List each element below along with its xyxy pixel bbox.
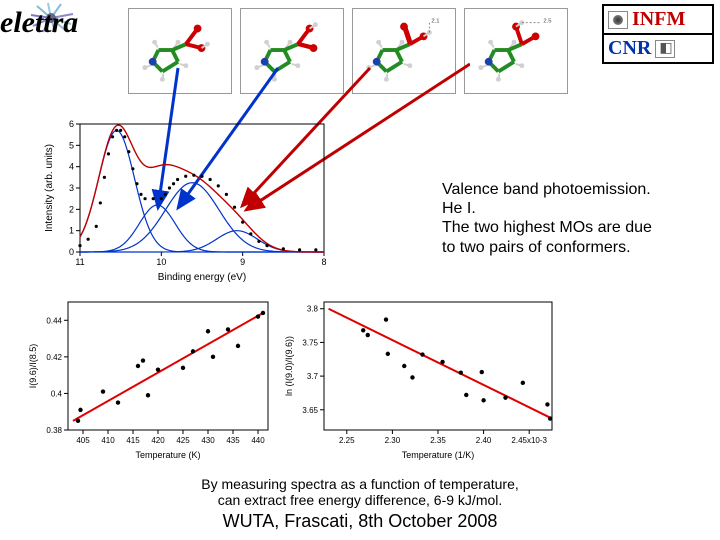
svg-text:Intensity (arb. units): Intensity (arb. units) bbox=[44, 144, 55, 232]
valence-line2: He I. bbox=[442, 199, 652, 218]
wuta-line: WUTA, Frascati, 8th October 2008 bbox=[0, 511, 720, 532]
svg-text:0: 0 bbox=[69, 247, 74, 257]
svg-text:410: 410 bbox=[101, 436, 115, 445]
conformer-row: 2.1 2.5 bbox=[128, 8, 568, 94]
valence-line4: to two pairs of conformers. bbox=[442, 238, 652, 257]
svg-text:Temperature (1/K): Temperature (1/K) bbox=[402, 450, 475, 460]
svg-text:I(9.6)/I(8.5): I(9.6)/I(8.5) bbox=[28, 344, 38, 389]
conformer-4: 2.5 bbox=[464, 8, 568, 94]
footer-caption: By measuring spectra as a function of te… bbox=[0, 476, 720, 508]
ratio-vs-temp-chart: 405 410 415 420 425 430 435 440 0.38 0.4 0.42 0.44 T… bbox=[26, 296, 274, 460]
photoemission-chart: 11 10 9 8 0 1 2 3 4 5 6 Binding energy (eV) Intensit… bbox=[42, 118, 330, 282]
wuta-text: WUTA, Frascati, 8th October 2008 bbox=[223, 511, 498, 531]
valence-line3: The two highest MOs are due bbox=[442, 218, 652, 237]
svg-text:440: 440 bbox=[251, 436, 265, 445]
svg-text:3: 3 bbox=[69, 183, 74, 193]
svg-text:2.30: 2.30 bbox=[385, 436, 401, 445]
svg-text:425: 425 bbox=[176, 436, 190, 445]
svg-text:6: 6 bbox=[69, 119, 74, 129]
svg-text:10: 10 bbox=[156, 257, 166, 267]
cnr-icon bbox=[655, 40, 675, 58]
conformer-1 bbox=[128, 8, 232, 94]
svg-text:11: 11 bbox=[75, 257, 84, 267]
conformer-2 bbox=[240, 8, 344, 94]
svg-text:Temperature (K): Temperature (K) bbox=[135, 450, 200, 460]
valence-line1: Valence band photoemission. bbox=[442, 180, 652, 199]
svg-text:8: 8 bbox=[321, 257, 326, 267]
svg-text:0.4: 0.4 bbox=[51, 389, 63, 398]
svg-text:1: 1 bbox=[69, 226, 74, 236]
ln-ratio-vs-invtemp-chart: 2.25 2.30 2.35 2.40 2.45x10-3 3.65 3.7 3.75 3.8 T… bbox=[282, 296, 558, 460]
cnr-label: CNR bbox=[608, 37, 651, 60]
elettra-logo: elettra bbox=[0, 6, 78, 40]
svg-text:ln (I(9.0)/I(9.6)): ln (I(9.0)/I(9.6)) bbox=[284, 336, 294, 396]
svg-text:0.42: 0.42 bbox=[46, 353, 62, 362]
affiliation-box: INFM CNR bbox=[602, 4, 714, 64]
svg-text:2.45x10-3: 2.45x10-3 bbox=[511, 436, 547, 445]
svg-text:0.44: 0.44 bbox=[46, 316, 62, 325]
infm-icon bbox=[608, 11, 628, 29]
svg-text:3.75: 3.75 bbox=[302, 338, 318, 347]
svg-text:3.8: 3.8 bbox=[307, 305, 319, 314]
svg-text:3.7: 3.7 bbox=[307, 372, 319, 381]
footer-line1: By measuring spectra as a function of te… bbox=[201, 476, 519, 492]
footer-line2: can extract free energy difference, 6-9 … bbox=[218, 492, 503, 508]
svg-text:2.35: 2.35 bbox=[430, 436, 446, 445]
infm-label: INFM bbox=[632, 8, 685, 31]
svg-text:9: 9 bbox=[240, 257, 245, 267]
svg-text:435: 435 bbox=[226, 436, 240, 445]
svg-text:0.38: 0.38 bbox=[46, 426, 62, 435]
svg-text:2: 2 bbox=[69, 204, 74, 214]
svg-text:Binding energy (eV): Binding energy (eV) bbox=[158, 272, 246, 282]
svg-text:2.1: 2.1 bbox=[431, 19, 439, 25]
svg-text:5: 5 bbox=[69, 140, 74, 150]
conformer-3: 2.1 bbox=[352, 8, 456, 94]
svg-text:3.65: 3.65 bbox=[302, 406, 318, 415]
svg-text:2.40: 2.40 bbox=[476, 436, 492, 445]
svg-text:420: 420 bbox=[151, 436, 165, 445]
svg-text:415: 415 bbox=[126, 436, 140, 445]
valence-caption: Valence band photoemission. He I. The tw… bbox=[442, 180, 652, 257]
svg-text:2.5: 2.5 bbox=[543, 19, 552, 25]
svg-text:430: 430 bbox=[201, 436, 215, 445]
svg-text:2.25: 2.25 bbox=[339, 436, 355, 445]
svg-text:405: 405 bbox=[76, 436, 90, 445]
svg-text:4: 4 bbox=[69, 162, 74, 172]
